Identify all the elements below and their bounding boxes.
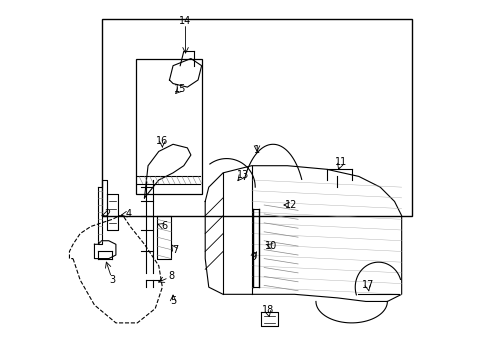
Text: 16: 16 bbox=[156, 136, 168, 146]
Text: 17: 17 bbox=[361, 280, 373, 291]
Text: 3: 3 bbox=[109, 275, 115, 285]
Text: 10: 10 bbox=[264, 241, 277, 251]
Text: 12: 12 bbox=[284, 200, 297, 210]
Text: 8: 8 bbox=[168, 271, 174, 282]
Text: 13: 13 bbox=[236, 170, 248, 180]
Text: 9: 9 bbox=[250, 252, 256, 262]
Text: 5: 5 bbox=[170, 296, 176, 306]
Text: 4: 4 bbox=[125, 209, 131, 219]
Bar bbox=[135, 59, 201, 194]
Text: 18: 18 bbox=[261, 305, 273, 315]
Text: 6: 6 bbox=[161, 221, 167, 231]
Text: 2: 2 bbox=[103, 209, 110, 219]
Text: 11: 11 bbox=[334, 157, 346, 167]
Text: 1: 1 bbox=[253, 145, 260, 155]
Text: 14: 14 bbox=[179, 16, 191, 26]
Text: 15: 15 bbox=[174, 84, 186, 94]
Text: 7: 7 bbox=[171, 245, 178, 255]
Bar bbox=[102, 19, 411, 216]
